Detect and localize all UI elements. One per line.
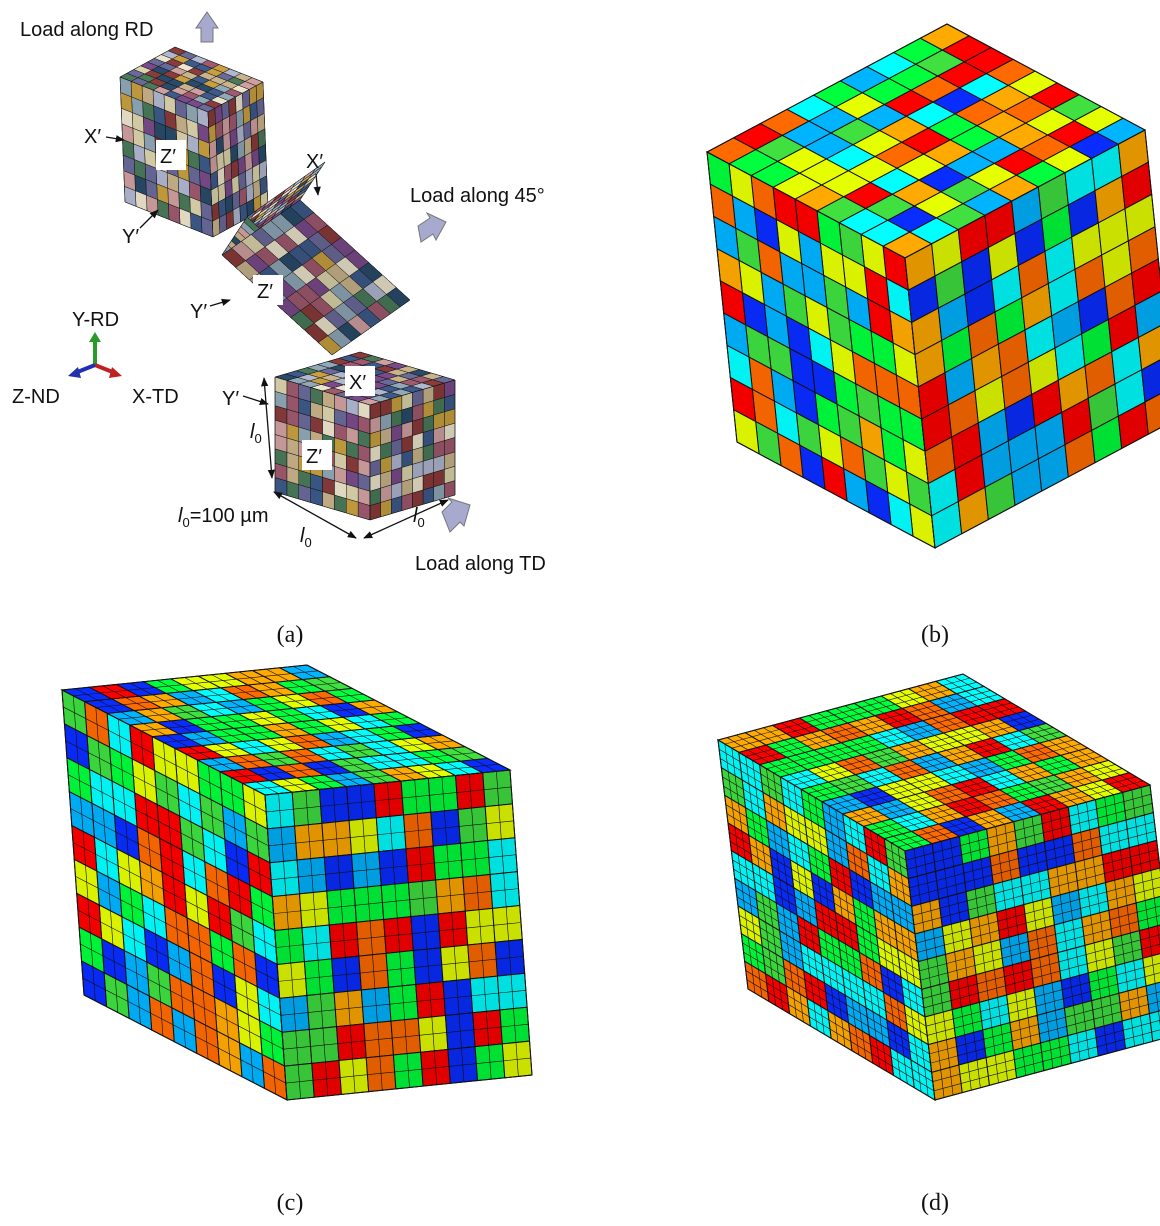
caption: (b)	[921, 622, 949, 648]
edge-subscript: 0	[254, 431, 261, 446]
pointer	[210, 300, 230, 306]
edge-label: l0	[413, 505, 425, 530]
axis-label: Z-ND	[12, 386, 60, 408]
edge-label: l0	[250, 421, 262, 446]
pointer	[243, 396, 268, 404]
load-arrow	[196, 12, 218, 42]
load-label: Load along RD	[20, 19, 153, 41]
figure: Load along RD X′ Z′ Y′ X′ Load along 45°…	[0, 0, 1160, 1226]
edge-subscript: 0	[304, 535, 311, 550]
axis-label: X′	[349, 372, 366, 394]
axis-label: Y-RD	[72, 309, 119, 331]
load-label: Load along TD	[415, 553, 546, 575]
axis-label: Z′	[160, 146, 176, 168]
dimension-line	[264, 378, 272, 478]
edge-subscript: 0	[182, 515, 189, 530]
axis-label: Y′	[190, 301, 207, 323]
pointer	[140, 210, 158, 228]
axis-label: Y′	[222, 388, 239, 410]
caption: (c)	[277, 1190, 304, 1216]
axis-label: X′	[84, 126, 101, 148]
axis-label: Z′	[306, 446, 322, 468]
load-arrow	[442, 498, 470, 532]
edge-note: l0=100 µm	[178, 505, 268, 530]
axis-arrow	[109, 367, 122, 378]
load-label: Load along 45°	[410, 185, 545, 207]
cubes	[62, 24, 1160, 1100]
caption: (a)	[277, 622, 304, 648]
axis-label: X-TD	[132, 386, 179, 408]
edge-value: =100 µm	[190, 505, 269, 527]
axis-label: Y′	[122, 226, 139, 248]
edge-subscript: 0	[417, 515, 424, 530]
caption: (d)	[921, 1190, 949, 1216]
edge-label: l0	[300, 525, 312, 550]
axis-arrow	[89, 332, 101, 342]
face-shade	[370, 380, 455, 520]
pointer	[316, 174, 318, 195]
axis-label: X′	[306, 151, 323, 173]
face-shade	[265, 770, 532, 1100]
axis-label: Z′	[257, 281, 273, 303]
axis-arrow	[68, 367, 81, 378]
load-arrow	[418, 213, 446, 242]
pointer	[106, 137, 124, 140]
